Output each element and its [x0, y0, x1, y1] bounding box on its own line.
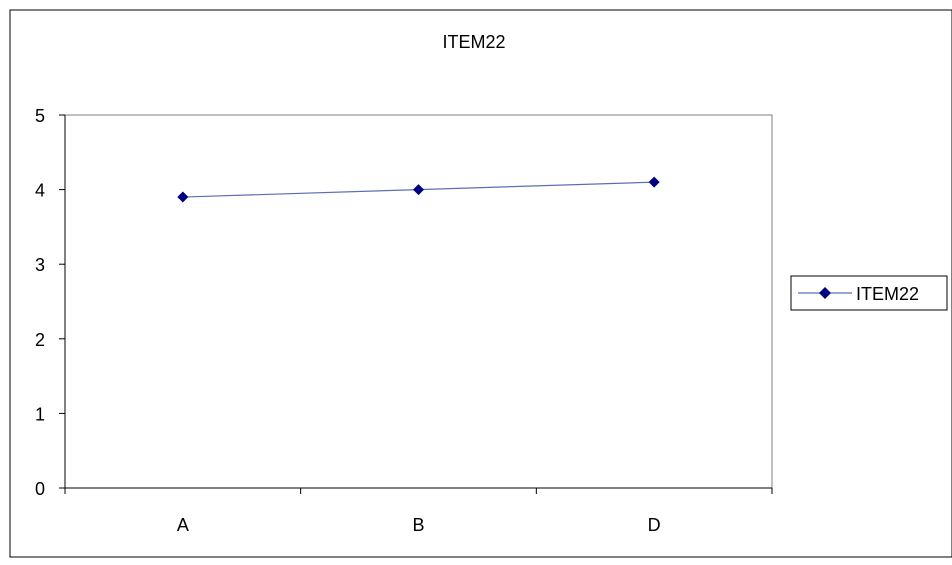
y-tick-label: 2 [35, 330, 45, 350]
y-tick-label: 3 [35, 255, 45, 275]
y-tick-label: 4 [35, 181, 45, 201]
x-axis-ticks [64, 488, 773, 494]
series-markers [177, 176, 660, 203]
plot-area-border [64, 114, 773, 489]
series-line-segment [182, 189, 419, 198]
data-point-diamond-icon [177, 191, 189, 203]
series-line-segment [418, 181, 655, 191]
data-point-diamond-icon [648, 176, 660, 188]
x-tick-label: A [177, 515, 189, 535]
legend-diamond-icon [819, 287, 831, 299]
chart-title: ITEM22 [442, 32, 505, 52]
y-tick-label: 0 [35, 479, 45, 499]
legend-label: ITEM22 [856, 284, 919, 304]
y-axis-ticks [59, 114, 65, 489]
y-tick-label: 1 [35, 404, 45, 424]
series-lines [182, 181, 655, 198]
x-tick-label: B [412, 515, 424, 535]
y-axis-tick-labels: 0 1 2 3 4 5 [35, 106, 45, 499]
x-tick-label: D [648, 515, 661, 535]
legend: ITEM22 [790, 275, 948, 311]
data-point-diamond-icon [413, 184, 424, 196]
y-tick-label: 5 [35, 106, 45, 126]
